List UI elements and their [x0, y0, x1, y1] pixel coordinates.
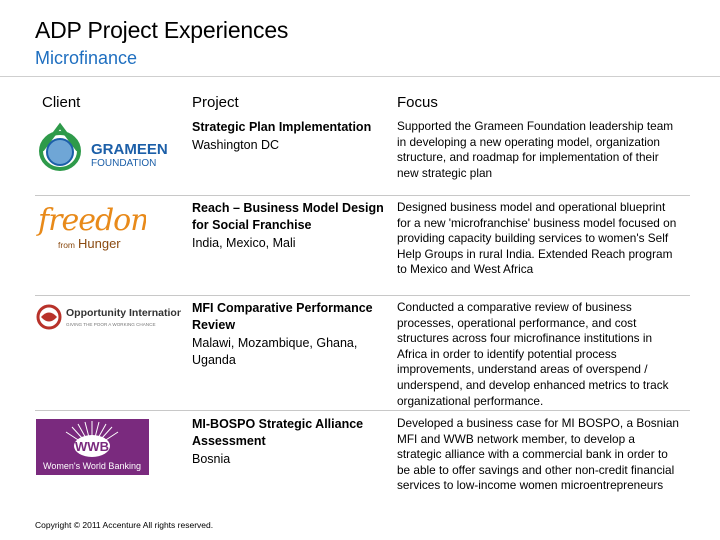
project-location: India, Mexico, Mali	[192, 236, 296, 250]
logo-text: GRAMEEN	[91, 141, 168, 158]
womens-world-banking-logo: WWB Women's World Banking	[36, 419, 149, 480]
logo-text: FOUNDATION	[91, 158, 156, 169]
copyright-footer: Copyright © 2011 Accenture All rights re…	[35, 520, 214, 530]
opportunity-international-logo: Opportunity International GIVING THE POO…	[36, 303, 192, 338]
project-cell: Reach – Business Model Design for Social…	[192, 200, 387, 252]
logo-text: Hunger	[78, 236, 121, 251]
page-title: ADP Project Experiences	[35, 17, 289, 43]
column-header-client: Client	[42, 94, 81, 111]
project-cell: MI-BOSPO Strategic Alliance Assessment B…	[192, 416, 387, 468]
focus-text: Developed a business case for MI BOSPO, …	[397, 416, 679, 493]
logo-text: from	[58, 240, 75, 250]
project-name: MI-BOSPO Strategic Alliance Assessment	[192, 417, 364, 448]
grameen-foundation-logo: GRAMEEN FOUNDATION	[36, 120, 171, 180]
project-location: Washington DC	[192, 138, 280, 152]
project-location: Bosnia	[192, 452, 231, 466]
logo-text: WWB	[75, 439, 109, 454]
logo-text: Women's World Banking	[43, 461, 141, 471]
focus-text: Conducted a comparative review of busine…	[397, 300, 669, 408]
project-cell: Strategic Plan Implementation Washington…	[192, 119, 387, 154]
logo-text: Opportunity International	[66, 307, 181, 319]
project-name: Strategic Plan Implementation	[192, 120, 372, 134]
focus-text: Supported the Grameen Foundation leaders…	[397, 119, 674, 180]
row-divider	[35, 195, 690, 196]
title-divider	[0, 76, 720, 77]
project-cell: MFI Comparative Performance Review Malaw…	[192, 300, 387, 369]
project-name: MFI Comparative Performance Review	[192, 301, 373, 332]
column-header-project: Project	[192, 94, 239, 111]
row-divider	[35, 295, 690, 296]
focus-text: Designed business model and operational …	[397, 200, 677, 277]
freedom-from-hunger-logo: freedom from Hunger	[36, 198, 159, 268]
column-header-focus: Focus	[397, 94, 438, 111]
logo-text: GIVING THE POOR A WORKING CHANCE	[66, 322, 156, 327]
page-subtitle: Microfinance	[35, 48, 138, 68]
logo-text: freedom	[36, 203, 146, 238]
project-location: Malawi, Mozambique, Ghana, Uganda	[192, 336, 358, 367]
project-name: Reach – Business Model Design for Social…	[192, 201, 384, 232]
row-divider	[35, 410, 690, 411]
